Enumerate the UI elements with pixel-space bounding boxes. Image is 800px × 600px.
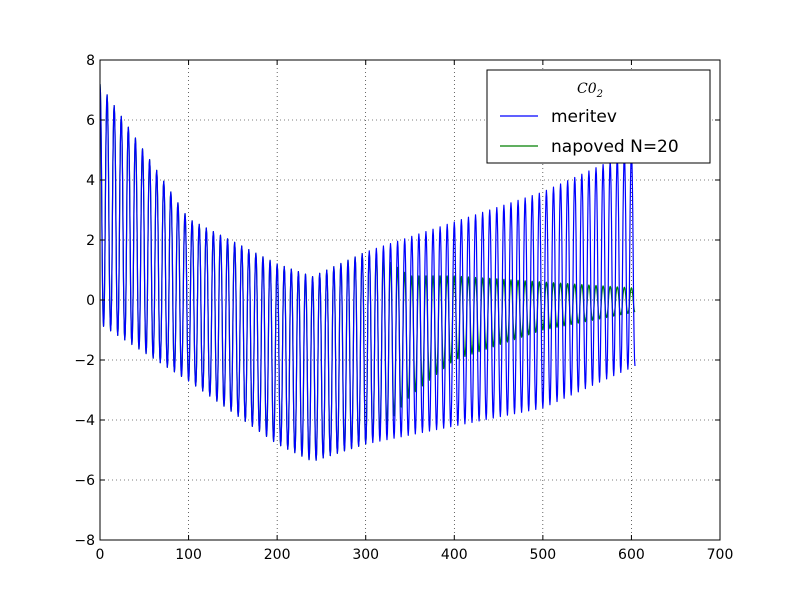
legend-label-meritev: meritev <box>551 107 617 127</box>
y-tick-label: −4 <box>74 413 95 429</box>
x-tick-label: 300 <box>352 547 379 563</box>
y-tick-label: −8 <box>74 533 95 549</box>
x-tick-label: 100 <box>175 547 202 563</box>
x-tick-label: 0 <box>96 547 105 563</box>
series-line-meritev <box>100 83 636 461</box>
y-tick-label: 0 <box>86 293 95 309</box>
legend: C02 meritev napoved N=20 <box>486 69 711 164</box>
y-tick-label: 4 <box>86 173 95 189</box>
x-tick-label: 500 <box>529 547 556 563</box>
y-tick-label: 8 <box>86 53 95 69</box>
x-tick-label: 600 <box>618 547 645 563</box>
y-tick-label: 2 <box>86 233 95 249</box>
x-tick-label: 200 <box>264 547 291 563</box>
y-tick-label: −6 <box>74 473 95 489</box>
legend-label-napoved: napoved N=20 <box>551 137 679 157</box>
legend-title: C02 <box>577 81 603 100</box>
y-tick-label: −2 <box>74 353 95 369</box>
x-tick-label: 400 <box>441 547 468 563</box>
y-tick-label: 6 <box>86 113 95 129</box>
axis-ticks: 0 100 200 300 400 500 600 700 −8 −6 −4 −2 0 2 4 6 8 <box>74 53 733 563</box>
x-tick-label: 700 <box>707 547 734 563</box>
series-layer <box>100 83 636 461</box>
